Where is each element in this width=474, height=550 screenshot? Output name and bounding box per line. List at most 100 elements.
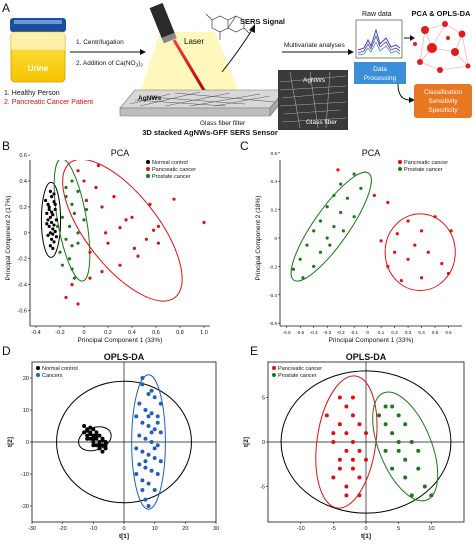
chart-b-point-prostate-cancer	[70, 244, 74, 248]
chart-b-point-pancreatic-cancer	[104, 231, 108, 235]
laser-tip	[161, 32, 177, 44]
chart-b-xlabel: Principal Component 1 (33%)	[78, 337, 163, 344]
step-addition-sub2: 2	[140, 63, 143, 68]
chart-c-point-prostate-cancer	[305, 243, 309, 247]
chart-c-point-pancreatic-cancer	[426, 250, 430, 254]
arrow-to-classification-head	[409, 97, 415, 103]
nanowire-lines	[129, 91, 276, 107]
chart-e-point-prostate-cancer	[403, 422, 408, 427]
chart-c-point-prostate-cancer	[325, 205, 329, 209]
laser-probe	[149, 2, 177, 44]
chart-e-point-prostate-cancer	[403, 457, 408, 462]
chart-d-point-cancers	[143, 497, 148, 502]
chart-c-point-prostate-cancer	[332, 225, 336, 229]
chart-b-point-pancreatic-cancer	[82, 179, 86, 183]
chart-b-point-pancreatic-cancer	[132, 246, 136, 250]
chart-c-point-prostate-cancer	[341, 229, 345, 233]
chart-b-point-prostate-cancer	[76, 241, 80, 245]
chart-b-xtick-label: -0.2	[55, 330, 64, 336]
chart-e-point-prostate-cancer	[390, 404, 395, 409]
chart-c-point-pancreatic-cancer	[372, 193, 376, 198]
chart-e-ytick-label: 0	[262, 440, 265, 446]
chart-d-point-normal-control	[97, 433, 102, 438]
chart-b-point-pancreatic-cancer	[202, 220, 206, 225]
chart-d-point-cancers	[140, 376, 145, 380]
chart-d-point-cancers	[152, 488, 157, 492]
chart-d-point-cancers	[143, 408, 148, 412]
chart-d-point-cancers	[149, 440, 154, 444]
chart-d-point-normal-control	[91, 443, 96, 448]
chart-b-point-prostate-cancer	[68, 224, 72, 228]
chart-e-point-prostate-cancer	[409, 493, 414, 498]
chart-d-point-cancers	[143, 459, 148, 464]
chart-e-point-pancreatic-cancer	[331, 475, 336, 480]
chart-d-point-normal-control	[88, 425, 93, 430]
chart-b-point-normal-control	[45, 222, 49, 226]
chart-c-point-prostate-cancer	[312, 264, 316, 268]
chart-c-point-prostate-cancer	[339, 210, 343, 215]
chart-e-xtick-label: 10	[428, 526, 434, 532]
chart-d-point-cancers	[134, 446, 139, 451]
chart-d-point-cancers	[143, 465, 148, 470]
chart-d-point-cancers	[152, 446, 157, 451]
chart-d-point-normal-control	[103, 443, 108, 448]
chart-e-point-pancreatic-cancer	[337, 457, 342, 462]
chart-b-point-prostate-cancer	[82, 218, 86, 222]
chart-b-point-normal-control	[52, 223, 56, 227]
chart-c-point-pancreatic-cancer	[419, 229, 424, 233]
laser-beam	[172, 39, 207, 93]
chart-b-xtick-label: 0.6	[152, 330, 160, 336]
urine-container: Urine	[10, 18, 66, 83]
raw-data-spectra	[355, 19, 403, 59]
classification-line2: Sensitivity	[428, 98, 458, 105]
agnws-filter	[119, 89, 286, 117]
chart-b-xtick-label: 0.4	[128, 330, 136, 336]
chart-b-point-pancreatic-cancer	[100, 270, 104, 274]
chart-d-xtick-label: 10	[152, 526, 158, 532]
chart-c-ytick-label: -0.4	[269, 293, 277, 298]
chart-c-point-prostate-cancer	[318, 219, 323, 223]
chart-d-point-cancers	[134, 472, 139, 476]
chart-e-point-pancreatic-cancer	[364, 457, 368, 462]
chart-d-point-normal-control	[94, 436, 99, 441]
chart-e-point-pancreatic-cancer	[344, 431, 349, 436]
chart-b-point-pancreatic-cancer	[144, 237, 148, 241]
chart-d-legend-label: Cancers	[42, 373, 63, 379]
chart-b-point-prostate-cancer	[64, 237, 68, 241]
chart-b-point-prostate-cancer	[76, 189, 80, 194]
chart-e-point-prostate-cancer	[383, 404, 388, 409]
legend-healthy: 1. Healthy Person	[4, 90, 60, 97]
chart-d-ytick-label: 10	[23, 408, 29, 414]
chart-c-ytick-label: -0.6	[269, 321, 277, 326]
chart-b-point-normal-control	[46, 233, 50, 238]
chart-b-point-normal-control	[53, 229, 57, 234]
sers-signal-arrow	[221, 29, 253, 73]
chart-c-point-prostate-cancer	[345, 196, 350, 200]
arrow-process-head	[140, 49, 146, 55]
chart-b-point-pancreatic-cancer	[88, 276, 92, 280]
chart-c-xtick-label: -0.1	[350, 330, 358, 335]
chart-d-point-normal-control	[88, 436, 93, 441]
chart-d-point-cancers	[140, 488, 145, 492]
chart-e-point-pancreatic-cancer	[344, 484, 349, 489]
chart-d-point-normal-control	[94, 433, 99, 438]
chart-e-plot-area	[280, 370, 452, 514]
chart-e-xtick-label: 0	[364, 526, 367, 532]
chart-c-title: PCA	[362, 148, 381, 158]
chart-b-point-normal-control	[47, 207, 51, 212]
chart-e-point-pancreatic-cancer	[357, 475, 362, 480]
chart-e-point-pancreatic-cancer	[357, 448, 362, 453]
chart-e-legend-marker	[272, 373, 276, 377]
chart-c-legend-label: Prostate cancer	[404, 167, 443, 173]
spectrum-1	[357, 28, 401, 51]
chart-d-point-normal-control	[91, 433, 96, 438]
chart-e-point-pancreatic-cancer	[350, 395, 355, 400]
chart-c-point-prostate-cancer	[359, 186, 363, 190]
chart-e-legend-label: Prostate cancer	[278, 373, 317, 379]
chart-b-point-pancreatic-cancer	[76, 302, 80, 306]
chart-b-point-pancreatic-cancer	[84, 198, 88, 203]
urine-lid-highlight	[14, 20, 62, 24]
chart-b-point-normal-control	[44, 198, 48, 203]
chart-d-point-cancers	[140, 478, 145, 483]
